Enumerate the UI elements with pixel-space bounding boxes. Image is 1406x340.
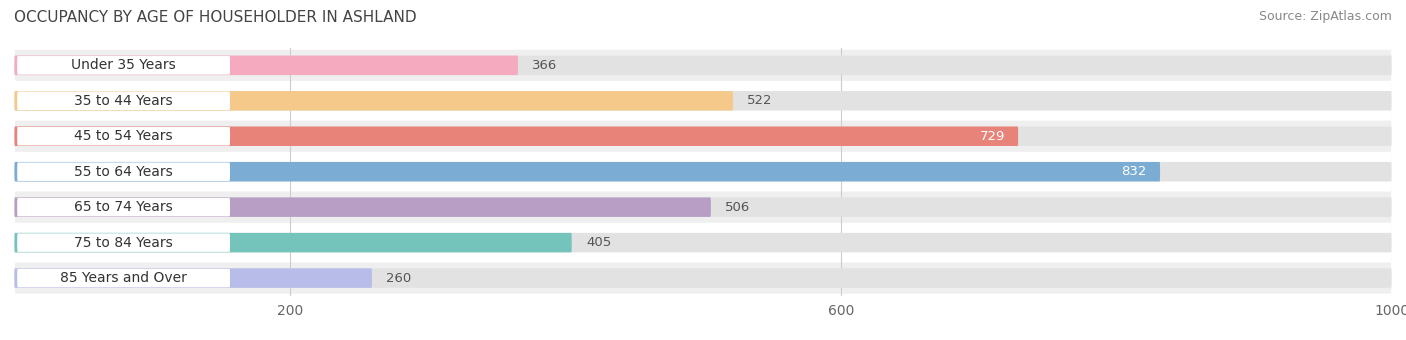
FancyBboxPatch shape xyxy=(14,121,1392,152)
FancyBboxPatch shape xyxy=(14,55,1392,75)
FancyBboxPatch shape xyxy=(17,56,231,74)
FancyBboxPatch shape xyxy=(17,269,231,287)
Text: 522: 522 xyxy=(747,94,772,107)
FancyBboxPatch shape xyxy=(14,91,1392,110)
Text: 260: 260 xyxy=(387,272,412,285)
FancyBboxPatch shape xyxy=(14,268,373,288)
Text: 85 Years and Over: 85 Years and Over xyxy=(60,271,187,285)
FancyBboxPatch shape xyxy=(17,91,231,110)
FancyBboxPatch shape xyxy=(14,50,1392,81)
Text: 405: 405 xyxy=(586,236,612,249)
Text: 65 to 74 Years: 65 to 74 Years xyxy=(75,200,173,214)
FancyBboxPatch shape xyxy=(17,163,231,181)
Text: 366: 366 xyxy=(531,59,557,72)
FancyBboxPatch shape xyxy=(17,198,231,217)
FancyBboxPatch shape xyxy=(14,91,733,110)
FancyBboxPatch shape xyxy=(14,191,1392,223)
Text: 45 to 54 Years: 45 to 54 Years xyxy=(75,129,173,143)
FancyBboxPatch shape xyxy=(14,85,1392,116)
Text: 832: 832 xyxy=(1122,165,1147,178)
FancyBboxPatch shape xyxy=(14,126,1018,146)
Text: Under 35 Years: Under 35 Years xyxy=(72,58,176,72)
Text: 729: 729 xyxy=(980,130,1005,143)
FancyBboxPatch shape xyxy=(14,268,1392,288)
Text: 75 to 84 Years: 75 to 84 Years xyxy=(75,236,173,250)
FancyBboxPatch shape xyxy=(17,233,231,252)
FancyBboxPatch shape xyxy=(14,198,1392,217)
FancyBboxPatch shape xyxy=(14,162,1160,182)
Text: 55 to 64 Years: 55 to 64 Years xyxy=(75,165,173,179)
FancyBboxPatch shape xyxy=(14,198,711,217)
FancyBboxPatch shape xyxy=(14,233,572,252)
FancyBboxPatch shape xyxy=(14,162,1392,182)
FancyBboxPatch shape xyxy=(14,55,517,75)
FancyBboxPatch shape xyxy=(14,156,1392,187)
Text: OCCUPANCY BY AGE OF HOUSEHOLDER IN ASHLAND: OCCUPANCY BY AGE OF HOUSEHOLDER IN ASHLA… xyxy=(14,10,416,25)
FancyBboxPatch shape xyxy=(14,233,1392,252)
Text: Source: ZipAtlas.com: Source: ZipAtlas.com xyxy=(1258,10,1392,23)
Text: 506: 506 xyxy=(725,201,751,214)
FancyBboxPatch shape xyxy=(14,126,1392,146)
Text: 35 to 44 Years: 35 to 44 Years xyxy=(75,94,173,108)
FancyBboxPatch shape xyxy=(14,262,1392,294)
FancyBboxPatch shape xyxy=(14,227,1392,258)
FancyBboxPatch shape xyxy=(17,127,231,146)
